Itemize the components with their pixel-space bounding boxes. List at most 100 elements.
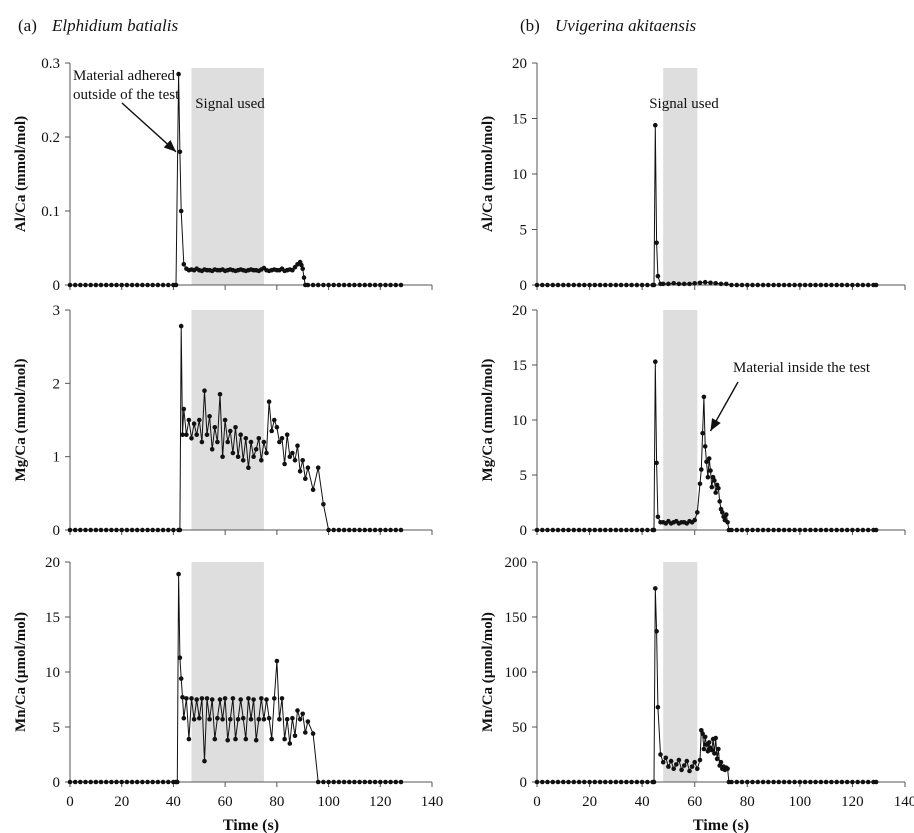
data-point bbox=[238, 697, 243, 702]
data-point bbox=[624, 779, 629, 785]
data-point bbox=[692, 517, 697, 523]
data-point bbox=[639, 779, 645, 785]
data-point bbox=[272, 417, 277, 423]
x-tick-label: 60 bbox=[218, 794, 233, 810]
data-point bbox=[671, 766, 676, 772]
data-point bbox=[362, 779, 368, 785]
data-point bbox=[222, 417, 228, 423]
data-point bbox=[310, 487, 316, 493]
data-point bbox=[310, 282, 316, 288]
signal-used-label: Signal used bbox=[649, 96, 719, 112]
data-point bbox=[248, 717, 254, 722]
data-point bbox=[109, 779, 114, 785]
signal-used-band bbox=[191, 562, 264, 782]
data-point bbox=[734, 779, 740, 785]
data-point bbox=[645, 779, 650, 785]
data-point bbox=[256, 717, 262, 722]
data-point bbox=[295, 443, 300, 449]
data-point bbox=[608, 282, 613, 288]
data-point bbox=[284, 717, 290, 722]
data-point bbox=[357, 527, 362, 533]
chart-panel-6: 0 50 100 150 200 0 20 40 60 80 100 120 140 Mn/Ca (µmo… bbox=[480, 555, 914, 833]
data-point bbox=[235, 454, 241, 460]
series-line bbox=[537, 125, 877, 286]
data-point bbox=[212, 425, 218, 430]
y-tick-label: 0.1 bbox=[41, 204, 60, 220]
data-point bbox=[701, 394, 707, 400]
data-point bbox=[134, 779, 140, 785]
y-tick-label: 5 bbox=[53, 720, 61, 736]
data-point bbox=[729, 527, 734, 533]
data-point bbox=[850, 282, 855, 288]
data-point bbox=[199, 439, 205, 445]
data-point bbox=[259, 458, 264, 463]
data-point bbox=[240, 458, 246, 463]
data-point bbox=[702, 279, 708, 285]
data-point bbox=[155, 527, 161, 533]
data-point bbox=[305, 465, 311, 471]
data-point bbox=[336, 282, 342, 288]
data-point bbox=[823, 779, 829, 785]
data-point bbox=[555, 527, 561, 533]
data-point bbox=[755, 779, 761, 785]
data-point bbox=[109, 282, 114, 288]
data-point bbox=[251, 454, 256, 460]
data-point bbox=[576, 527, 582, 533]
data-point bbox=[712, 478, 717, 483]
data-point bbox=[357, 282, 362, 288]
data-point bbox=[829, 779, 834, 785]
data-point bbox=[561, 779, 566, 785]
data-point bbox=[362, 282, 368, 288]
data-point bbox=[315, 779, 321, 785]
data-point bbox=[766, 282, 771, 288]
data-point bbox=[818, 282, 824, 288]
annotation-arrow-line bbox=[121, 102, 177, 153]
data-point bbox=[180, 695, 185, 700]
data-point bbox=[134, 282, 140, 288]
data-point bbox=[663, 755, 669, 761]
data-point bbox=[372, 779, 378, 785]
data-point bbox=[708, 280, 713, 286]
data-point bbox=[78, 779, 83, 785]
data-point bbox=[716, 485, 721, 491]
data-point bbox=[634, 779, 640, 785]
x-tick-label: 100 bbox=[317, 794, 340, 810]
chart-panel-2: Signal used 0 5 10 15 20 Al/Ca (mmol/mol) bbox=[480, 56, 906, 294]
y-axis-label: Mn/Ca (µmol/mol) bbox=[13, 612, 29, 732]
data-point bbox=[114, 282, 119, 288]
data-point bbox=[357, 779, 362, 785]
data-point bbox=[629, 779, 634, 785]
y-tick-label: 20 bbox=[512, 303, 527, 319]
data-point bbox=[383, 779, 388, 785]
data-point bbox=[561, 527, 566, 533]
data-point bbox=[284, 432, 290, 438]
data-point bbox=[655, 514, 661, 520]
data-point bbox=[197, 417, 202, 423]
x-axis-label: Time (s) bbox=[223, 817, 279, 833]
data-point bbox=[592, 282, 598, 288]
data-point bbox=[233, 736, 238, 742]
data-point bbox=[802, 282, 808, 288]
y-tick-label: 0 bbox=[53, 278, 61, 294]
data-point bbox=[140, 527, 145, 533]
data-point bbox=[808, 779, 813, 785]
data-point bbox=[850, 527, 855, 533]
data-point bbox=[681, 281, 687, 287]
data-point bbox=[178, 676, 184, 681]
data-point bbox=[204, 432, 210, 438]
panel-a-species: Elphidium batialis bbox=[51, 16, 178, 35]
data-point bbox=[264, 697, 269, 702]
data-point bbox=[571, 282, 577, 288]
data-point bbox=[587, 527, 592, 533]
data-point bbox=[645, 527, 650, 533]
data-point bbox=[787, 527, 792, 533]
data-point bbox=[555, 779, 561, 785]
y-axis-label: Al/Ca (mmol/mol) bbox=[13, 116, 29, 232]
data-point bbox=[713, 490, 718, 495]
data-point bbox=[653, 122, 658, 128]
y-tick-label: 1 bbox=[53, 450, 61, 466]
data-point bbox=[813, 282, 818, 288]
data-point bbox=[651, 779, 657, 785]
data-point bbox=[844, 779, 850, 785]
